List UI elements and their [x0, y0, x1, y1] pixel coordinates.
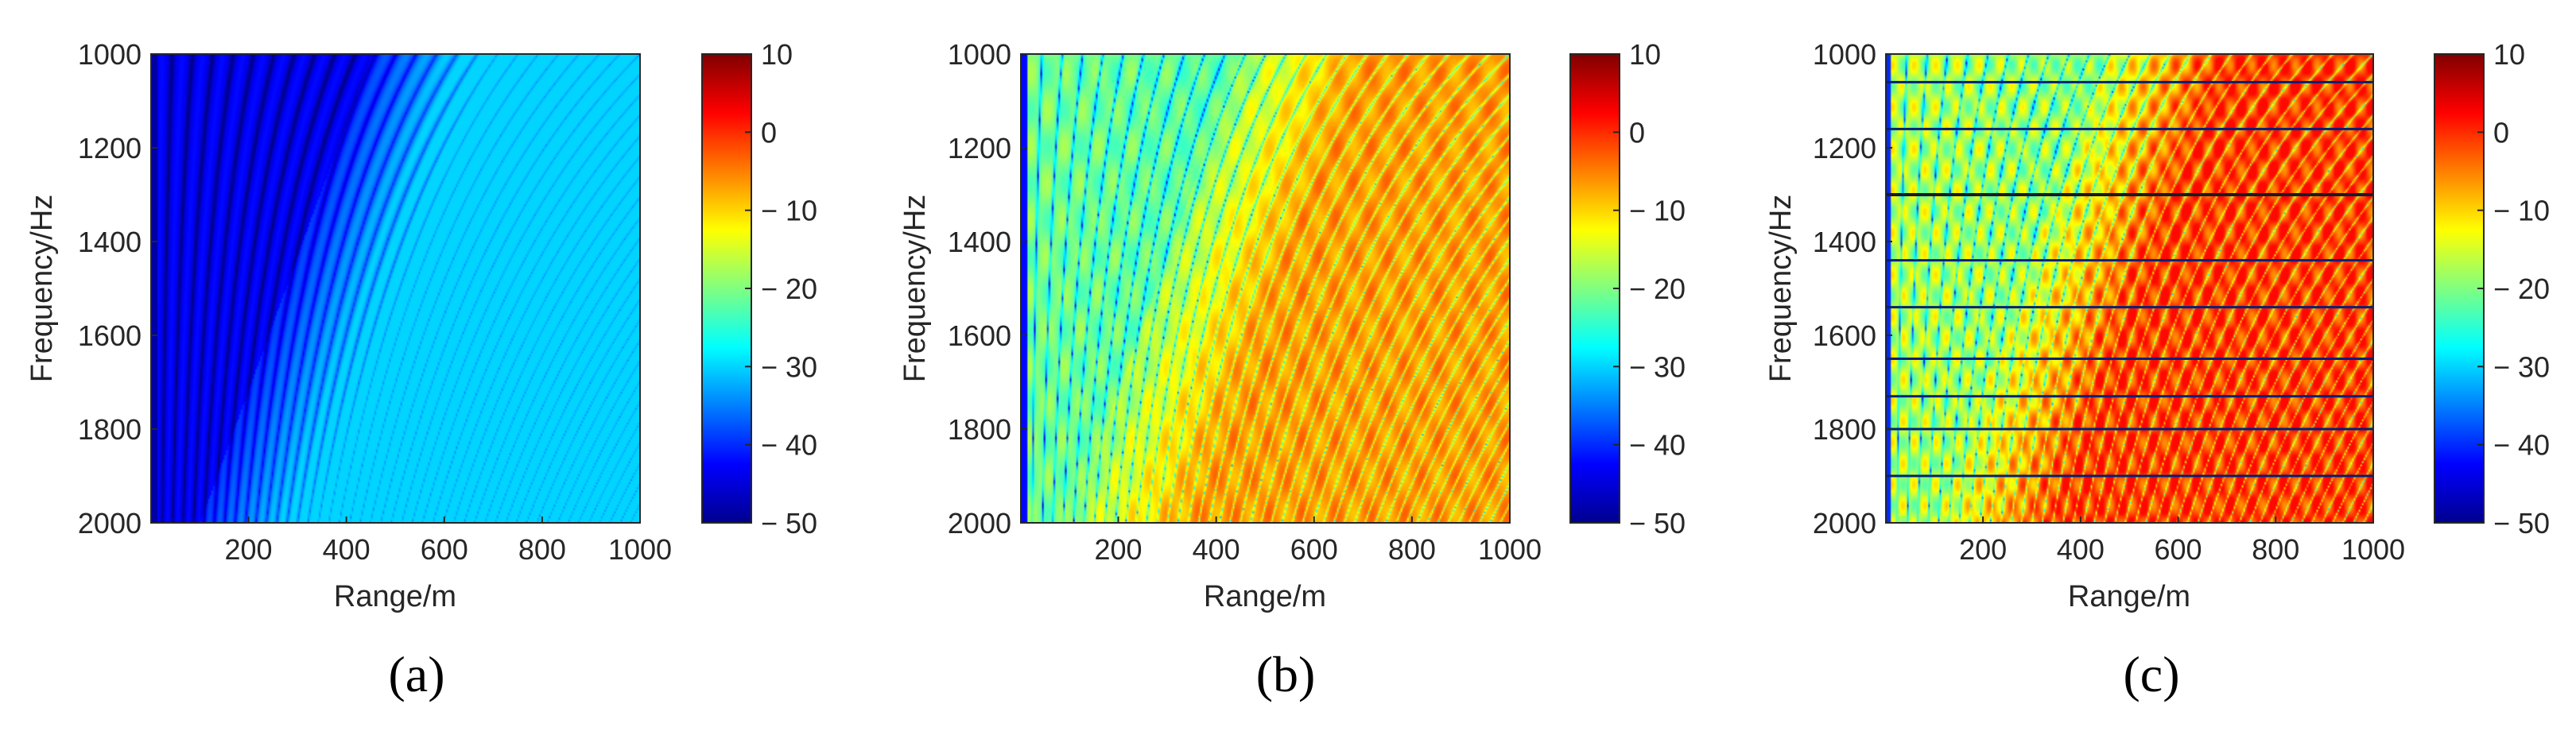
colorbar-tick-label-b-6: − 50	[1629, 507, 1686, 540]
x-tick-label-c-3: 800	[2252, 533, 2299, 566]
y-tick-label-b-0: 1000	[948, 38, 1011, 71]
colorbar-tick-label-b-1: 0	[1629, 116, 1645, 149]
y-tick-label-c-1: 1200	[1813, 132, 1876, 164]
colorbar-tick-label-b-2: − 10	[1629, 195, 1686, 227]
y-tick-label-b-5: 2000	[948, 507, 1011, 540]
colorbar-ticks-c: 10 0 − 10 − 20 − 30 − 40 − 50	[2477, 38, 2550, 540]
colorbar-ticks-b: 10 0 − 10 − 20 − 30 − 40 − 50	[1613, 38, 1686, 540]
y-tick-label-a-3: 1600	[78, 319, 142, 352]
y-tick-label-c-4: 1800	[1813, 413, 1876, 446]
colorbar-tick-label-a-0: 10	[761, 38, 793, 71]
x-tick-label-b-4: 1000	[1478, 533, 1542, 566]
colorbar-tick-label-c-0: 10	[2493, 38, 2525, 71]
y-tick-label-a-2: 1400	[78, 226, 142, 258]
panel-b: 200 400 600 800 1000 1000 1200 1400 1600 1800 200…	[898, 38, 1686, 702]
y-tick-label-b-3: 1600	[948, 319, 1011, 352]
x-tick-label-b-1: 400	[1193, 533, 1240, 566]
plot-frame-c	[1885, 53, 2374, 524]
colorbar-tick-label-a-1: 0	[761, 116, 777, 149]
x-axis-label-c: Range/m	[2068, 580, 2190, 613]
y-axis-label-a: Frequency/Hz	[25, 195, 59, 383]
x-tick-label-c-1: 400	[2057, 533, 2105, 566]
colorbar-tick-label-b-3: − 20	[1629, 273, 1686, 305]
colorbar-c	[2434, 53, 2485, 524]
x-tick-label-b-2: 600	[1290, 533, 1338, 566]
x-tick-label-b-3: 800	[1388, 533, 1436, 566]
panel-caption-c: (c)	[2123, 646, 2179, 702]
y-ticks-c: 1000 1200 1400 1600 1800 2000	[1813, 38, 1892, 540]
band-lines-c	[1886, 80, 2373, 478]
colorbar-tick-label-c-4: − 30	[2493, 350, 2550, 383]
heatmap-c-image	[1886, 54, 2373, 523]
x-tick-label-a-2: 600	[421, 533, 468, 566]
x-ticks-a: 200 400 600 800 1000	[224, 516, 672, 566]
x-tick-label-c-4: 1000	[2341, 533, 2405, 566]
y-tick-label-a-1: 1200	[78, 132, 142, 164]
panel-c: 200 400 600 800 1000 1000 1200 1400 1600 1800 200…	[1764, 38, 2550, 702]
y-tick-label-a-0: 1000	[78, 38, 142, 71]
y-tick-label-b-1: 1200	[948, 132, 1011, 164]
y-tick-label-b-2: 1400	[948, 226, 1011, 258]
colorbar-tick-label-c-5: − 40	[2493, 429, 2550, 462]
y-tick-label-c-2: 1400	[1813, 226, 1876, 258]
colorbar-tick-label-c-6: − 50	[2493, 507, 2550, 540]
colorbar-tick-label-a-2: − 10	[761, 195, 817, 227]
colorbar-tick-label-c-2: − 10	[2493, 195, 2550, 227]
y-tick-label-c-0: 1000	[1813, 38, 1876, 71]
y-ticks-b: 1000 1200 1400 1600 1800 2000	[948, 38, 1027, 540]
heatmap-b-image	[1021, 54, 1510, 523]
colorbar-tick-label-a-3: − 20	[761, 273, 817, 305]
colorbar-tick-label-b-4: − 30	[1629, 350, 1686, 383]
x-tick-label-a-4: 1000	[608, 533, 672, 566]
y-axis-label-c: Frequency/Hz	[1764, 195, 1798, 383]
x-tick-label-a-0: 200	[224, 533, 272, 566]
colorbar-tick-label-b-0: 10	[1629, 38, 1661, 71]
y-tick-label-c-5: 2000	[1813, 507, 1876, 540]
heatmap-a-image	[151, 54, 640, 523]
y-tick-label-a-5: 2000	[78, 507, 142, 540]
y-axis-label-b: Frequency/Hz	[898, 195, 932, 383]
x-tick-label-c-2: 600	[2155, 533, 2202, 566]
plot-frame-b	[1020, 53, 1511, 524]
panel-a: 200 400 600 800 1000 1000 1200 1400 1600 1800 200…	[25, 38, 817, 702]
colorbar-tick-label-b-5: − 40	[1629, 429, 1686, 462]
colorbar-tick-label-a-5: − 40	[761, 429, 817, 462]
colorbar-ticks-a: 10 0 − 10 − 20 − 30 − 40 − 50	[745, 38, 817, 540]
x-ticks-c: 200 400 600 800 1000	[1959, 516, 2405, 566]
x-axis-label-b: Range/m	[1204, 580, 1326, 613]
x-tick-label-b-0: 200	[1094, 533, 1142, 566]
x-ticks-b: 200 400 600 800 1000	[1094, 516, 1542, 566]
colorbar-tick-label-c-1: 0	[2493, 116, 2509, 149]
plot-frame-a	[150, 53, 641, 524]
y-tick-label-c-3: 1600	[1813, 319, 1876, 352]
x-axis-label-a: Range/m	[334, 580, 456, 613]
colorbar-tick-label-c-3: − 20	[2493, 273, 2550, 305]
colorbar-b	[1569, 53, 1620, 524]
x-tick-label-c-0: 200	[1959, 533, 2007, 566]
x-tick-label-a-3: 800	[518, 533, 566, 566]
colorbar-a	[701, 53, 752, 524]
y-tick-label-a-4: 1800	[78, 413, 142, 446]
colorbar-tick-label-a-4: − 30	[761, 350, 817, 383]
y-tick-label-b-4: 1800	[948, 413, 1011, 446]
x-tick-label-a-1: 400	[323, 533, 370, 566]
panel-caption-a: (a)	[388, 646, 444, 702]
panel-caption-b: (b)	[1256, 646, 1316, 702]
y-ticks-a: 1000 1200 1400 1600 1800 2000	[78, 38, 157, 540]
colorbar-tick-label-a-6: − 50	[761, 507, 817, 540]
